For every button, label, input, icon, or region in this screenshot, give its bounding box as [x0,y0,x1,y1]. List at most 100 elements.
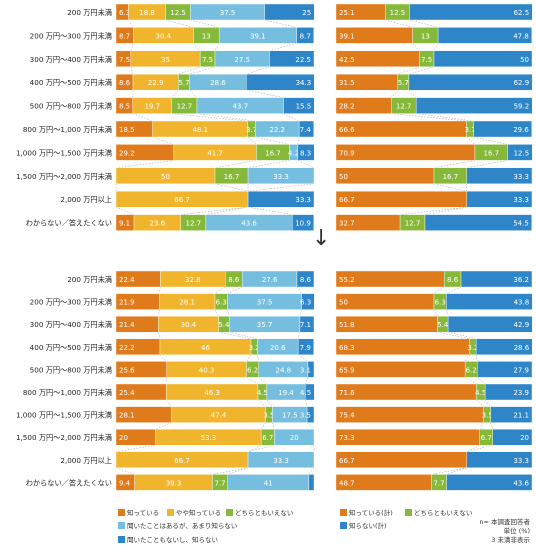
connector-line [433,160,476,169]
chart-panel-top-left: 200 万円未満 6.3 18.8 12.5 37.5 25 200 万円～300 万円未満… [16,3,315,231]
connector-line [178,66,201,75]
data-label: 62.9 [514,79,530,87]
data-label: 21.1 [513,412,529,420]
connector-line [466,136,476,145]
bar-segment [335,383,477,401]
data-label: 36.2 [513,276,529,284]
data-label: 43.7 [232,103,248,111]
data-label: 54.5 [513,220,529,228]
note-threshold: 3 未満非表示 [491,536,530,544]
data-label: 3.7 [246,126,257,134]
data-label: 8.7 [300,32,311,40]
data-label: 6.2 [466,366,477,374]
data-label: 40.3 [199,366,215,374]
data-label: 59.2 [514,103,530,111]
data-label: 27.6 [262,276,278,284]
data-label: 47.8 [513,32,529,40]
data-label: 33.3 [295,196,311,204]
data-label: 34.3 [296,79,312,87]
data-label: 35.7 [257,321,273,329]
data-label: 42.5 [339,56,355,64]
bar-segment [437,27,533,44]
category-label: わからない／答えたくない [26,219,112,228]
bar-segment [308,474,315,491]
data-label: 39.1 [250,32,266,40]
data-label: 33.3 [513,457,529,465]
legend-item-know: 知っている [118,507,159,517]
data-label: 25.6 [119,366,135,374]
bar-segment [246,73,315,91]
bar-segment [424,214,533,231]
connector-line [218,331,252,340]
connector-line [296,286,302,294]
connector-line [424,206,467,215]
connector-line [257,399,266,407]
category-label: 400 万円～500 万円未満 [30,343,112,352]
connector-line [155,422,172,430]
data-label: 6.3 [119,9,130,17]
data-label: 7.7 [214,479,225,487]
legend-label: 知っている [127,509,160,517]
connector-line [205,206,249,215]
legend-swatch [340,508,347,516]
data-label: 70.9 [339,149,355,157]
bar-segment [298,120,315,138]
data-label: 65.9 [339,366,355,374]
bar-segment [507,144,533,161]
bar-segment [307,361,315,378]
connector-line [214,183,249,192]
data-label: 4.2 [288,149,299,157]
data-label: 39.3 [166,479,182,487]
data-label: 8.3 [300,149,311,157]
data-label: 50 [520,56,529,64]
bar-segment [301,293,315,310]
data-label: 28.1 [179,299,195,307]
note-base: n= 本調査回答者 [479,518,530,526]
data-label: 71.6 [339,389,355,397]
bar-segment [274,429,315,446]
bar-segment [335,120,467,138]
connector-line [464,354,471,362]
connector-line [128,19,134,28]
connector-line [446,309,449,317]
connector-line [246,89,284,98]
data-label: 3.5 [263,412,274,420]
bar-segment [335,144,476,161]
connector-line [246,66,270,75]
data-label: 12.5 [390,9,406,17]
legend-swatch [226,508,233,516]
connector-line [247,444,262,453]
data-label: 39.1 [339,32,355,40]
bar-segment [306,406,315,423]
data-label: 5.4 [437,321,449,329]
data-label: 6.3 [300,299,311,307]
data-label: 18.8 [139,9,155,17]
category-label: 800 万円～1,000 万円未満 [23,388,112,397]
connector-line [115,206,135,215]
data-label: 10.9 [295,220,311,228]
connector-line [297,332,301,339]
connector-line [264,19,297,28]
legend-swatch [340,521,347,529]
data-label: 12.5 [514,149,530,157]
bar-segment [297,338,315,355]
category-label: 1,500 万円～2,000 万円未満 [16,433,112,442]
bar-segment [460,270,533,288]
category-label: 200 万円未満 [67,8,112,17]
data-label: 27.5 [234,56,250,64]
connector-line [189,66,216,75]
connector-line [246,377,259,385]
bar-segment [269,50,315,67]
data-label: 22.9 [148,79,164,87]
bar-segment [466,190,533,208]
data-label: 47.4 [211,412,227,420]
connector-line [171,90,179,98]
connector-line [433,183,467,192]
data-label: 33.3 [513,173,529,181]
bar-segment [247,190,315,208]
connector-line [391,90,398,98]
connector-line [446,286,462,294]
data-label: 66.7 [174,457,190,465]
connector-line [283,113,300,122]
data-label: 41.7 [207,149,223,157]
